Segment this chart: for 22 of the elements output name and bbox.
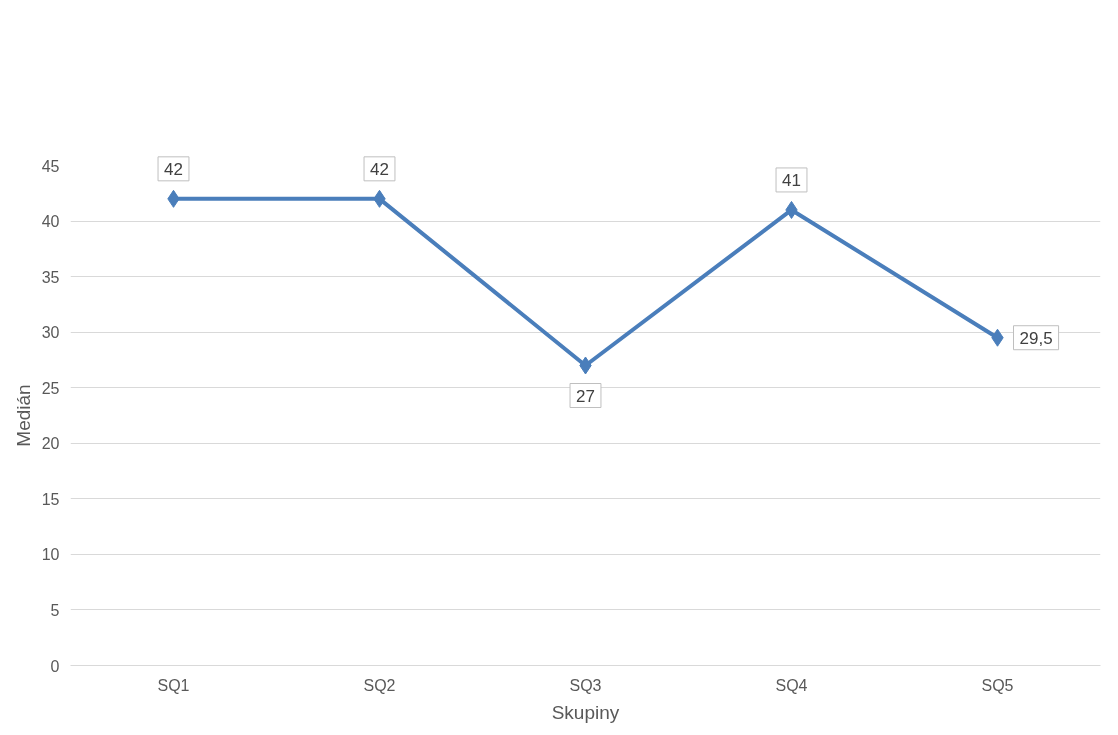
x-tick-label: SQ2: [363, 676, 396, 694]
y-axis-title: Medián: [12, 384, 34, 447]
y-tick-label: 0: [50, 657, 60, 675]
x-tick-label: SQ5: [981, 676, 1014, 694]
data-label: 29,5: [1019, 328, 1053, 348]
y-tick-label: 35: [41, 268, 60, 286]
data-label: 42: [164, 159, 183, 179]
y-tick-label: 15: [41, 490, 60, 508]
data-label: 42: [370, 159, 389, 179]
y-tick-label: 25: [41, 379, 60, 397]
x-tick-label: SQ1: [157, 676, 190, 694]
x-axis-title: Skupiny: [551, 701, 620, 723]
y-tick-label: 5: [50, 601, 60, 619]
data-label: 27: [576, 386, 595, 406]
x-tick-label: SQ3: [569, 676, 602, 694]
data-label: 41: [782, 170, 801, 190]
y-tick-label: 10: [41, 546, 60, 564]
y-tick-label: 40: [41, 213, 60, 231]
y-tick-label: 30: [41, 324, 60, 342]
x-tick-label: SQ4: [775, 676, 808, 694]
y-tick-label: 45: [41, 157, 60, 175]
y-tick-label: 20: [41, 435, 60, 453]
